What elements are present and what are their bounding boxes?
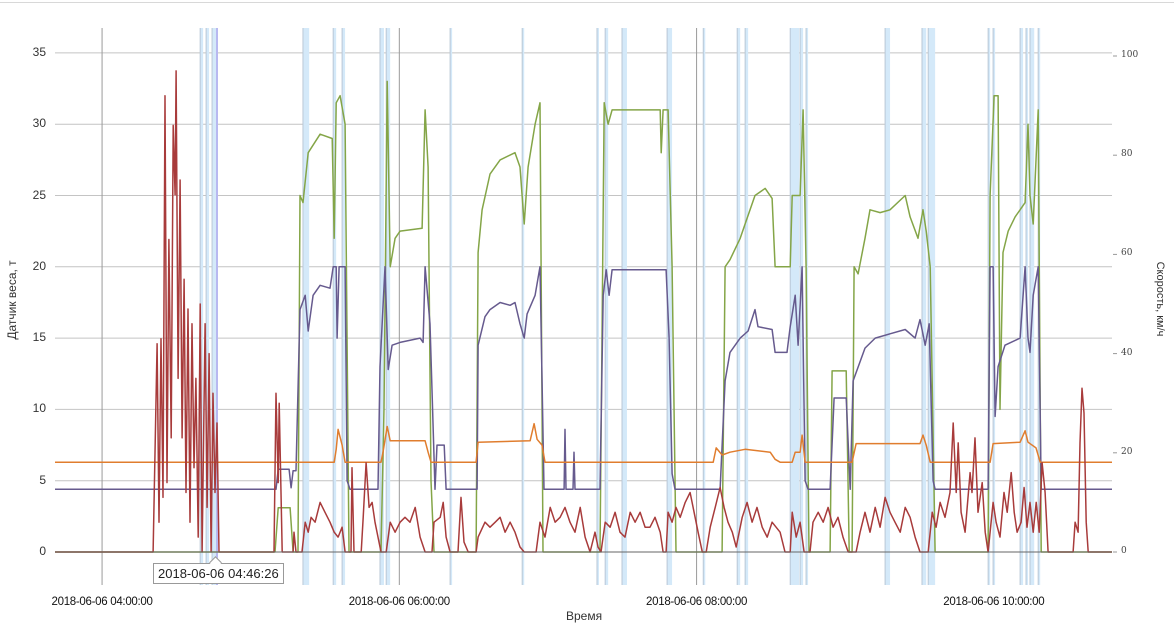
x-tick-label: 2018-06-06 10:00:00 bbox=[943, 596, 1045, 608]
crosshair-tooltip: 2018-06-06 04:46:26 bbox=[153, 563, 284, 584]
right-tick-label: 20 bbox=[1121, 446, 1133, 457]
left-tick-label: 15 bbox=[32, 330, 46, 345]
highlight-band bbox=[386, 28, 391, 585]
right-tick-label: 0 bbox=[1121, 546, 1127, 556]
x-tick-label: 2018-06-06 06:00:00 bbox=[348, 596, 450, 608]
top-border bbox=[0, 0, 1174, 3]
series-line-purple bbox=[55, 266, 1112, 491]
highlight-band bbox=[342, 28, 346, 585]
highlight-band bbox=[450, 28, 453, 585]
highlight-band bbox=[206, 28, 210, 585]
left-tick-label: 10 bbox=[32, 401, 46, 416]
right-tick-label: 80 bbox=[1121, 149, 1133, 160]
right-tick-label: 60 bbox=[1121, 248, 1133, 259]
highlight-band bbox=[522, 28, 525, 585]
highlight-band bbox=[333, 28, 337, 585]
series-line-red bbox=[55, 70, 1112, 553]
left-tick-label: 5 bbox=[39, 472, 46, 487]
highlight-band bbox=[800, 28, 804, 585]
highlight-band bbox=[922, 28, 927, 585]
highlight-band bbox=[790, 28, 800, 585]
left-axis-title: Датчик веса, т bbox=[5, 260, 19, 340]
x-tick-label: 2018-06-06 08:00:00 bbox=[646, 596, 748, 608]
highlight-band bbox=[380, 28, 384, 585]
highlight-band bbox=[745, 28, 749, 585]
highlight-band bbox=[703, 28, 706, 585]
left-tick-label: 35 bbox=[32, 44, 46, 59]
right-axis-title: Скорость, км/ч bbox=[1154, 261, 1166, 337]
highlight-band bbox=[200, 28, 204, 585]
left-tick-label: 20 bbox=[32, 258, 46, 273]
left-tick-label: 25 bbox=[32, 187, 46, 202]
highlight-band bbox=[885, 28, 891, 585]
highlight-band bbox=[928, 28, 936, 585]
left-tick-label: 0 bbox=[39, 544, 46, 558]
series-line-orange bbox=[55, 422, 1112, 463]
right-tick-label: 100 bbox=[1121, 50, 1139, 60]
left-tick-label: 30 bbox=[32, 116, 46, 131]
highlight-band bbox=[597, 28, 600, 585]
x-tick-label: 2018-06-06 04:00:00 bbox=[51, 596, 153, 608]
highlight-band bbox=[622, 28, 627, 585]
highlight-band bbox=[737, 28, 741, 585]
right-tick-label: 40 bbox=[1121, 347, 1133, 358]
highlight-band bbox=[212, 28, 217, 585]
x-axis-title: Время bbox=[566, 609, 603, 623]
highlight-band bbox=[605, 28, 609, 585]
highlight-band bbox=[667, 28, 673, 585]
